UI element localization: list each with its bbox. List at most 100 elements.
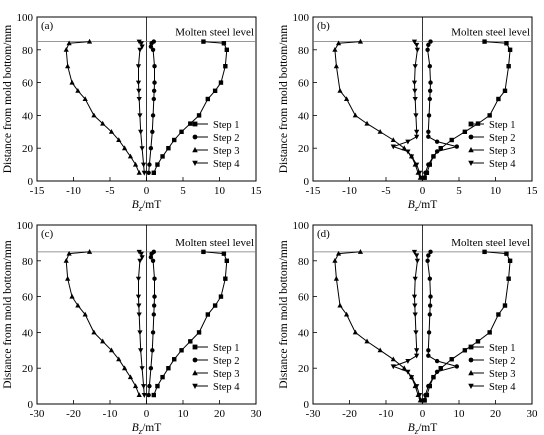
x-axis-title: Bz/mT [408, 199, 438, 213]
data-point [179, 129, 184, 134]
series-4 [135, 249, 147, 398]
data-point [139, 44, 145, 50]
data-point [332, 258, 338, 263]
y-tick-label: 60 [298, 78, 310, 90]
data-point [390, 356, 396, 362]
data-point [413, 113, 419, 119]
data-point [91, 112, 97, 118]
x-tick-label: 20 [214, 408, 226, 420]
series-line [391, 41, 422, 178]
data-point [223, 276, 228, 281]
x-axis-title-unit: /mT [142, 422, 161, 434]
data-point [405, 369, 411, 375]
data-point [414, 47, 420, 53]
data-point [160, 374, 165, 380]
y-tick-label: 20 [22, 363, 34, 375]
data-point [454, 364, 460, 369]
data-point [127, 153, 134, 159]
legend: Step 1 Step 2 Step 3 Step 4 [468, 120, 516, 170]
series-1 [151, 39, 229, 175]
x-tick-label: 30 [527, 408, 539, 420]
data-point [414, 162, 420, 168]
legend-label: Step 2 [489, 356, 516, 367]
data-point [416, 170, 423, 176]
data-point [426, 353, 431, 358]
series-4 [390, 39, 424, 181]
data-point [127, 374, 134, 380]
data-point [132, 161, 139, 167]
data-point [343, 311, 350, 317]
data-point [423, 392, 428, 398]
data-point [122, 365, 128, 371]
series-4 [135, 39, 147, 176]
data-point [140, 384, 147, 389]
legend-marker [468, 357, 474, 363]
y-tick-label: 60 [22, 78, 34, 90]
data-point [427, 88, 433, 94]
data-point [401, 365, 407, 371]
series-line [138, 251, 145, 396]
data-point [138, 348, 144, 354]
chart-panel-4: -30 -20 -10 0 10 20 30 0 20 40 60 80 100 (d) Molten st… [278, 220, 538, 435]
data-point [377, 129, 383, 134]
y-tick-label: 20 [22, 143, 34, 155]
data-point [411, 80, 418, 86]
legend-marker [192, 147, 198, 153]
data-point [431, 374, 436, 380]
y-tick-label: 20 [298, 363, 310, 375]
data-point [462, 129, 468, 134]
y-tick-label: 20 [298, 143, 310, 155]
y-tick-label: 80 [298, 45, 310, 57]
data-point [150, 330, 156, 335]
data-point [426, 330, 432, 335]
data-point [136, 170, 142, 175]
data-point [418, 175, 424, 181]
legend-label: Step 4 [213, 159, 240, 170]
data-point [116, 356, 122, 362]
x-tick-label: -5 [381, 185, 391, 197]
data-point [496, 312, 501, 317]
data-point [428, 249, 433, 255]
legend-label: Step 3 [213, 369, 240, 380]
data-point [148, 366, 154, 371]
y-tick-label: 40 [22, 327, 34, 339]
data-point [141, 393, 147, 398]
data-point [86, 249, 93, 254]
data-point [147, 162, 152, 167]
legend-item: Step 2 [468, 133, 516, 144]
panel-label: (d) [317, 228, 330, 240]
data-point [426, 162, 431, 167]
data-point [148, 44, 154, 49]
data-point [212, 88, 218, 93]
legend-item: Step 2 [468, 356, 516, 367]
data-point [482, 249, 487, 255]
data-point [82, 311, 88, 317]
data-point [411, 39, 418, 45]
data-point [82, 96, 88, 101]
molten-steel-level-label: Molten steel level [175, 237, 254, 249]
data-point [506, 276, 511, 281]
data-point [135, 64, 142, 69]
data-point [205, 312, 211, 317]
data-point [136, 39, 142, 45]
data-point [155, 383, 160, 389]
x-axis-title-unit: /mT [418, 422, 437, 434]
x-tick-label: 5 [456, 185, 462, 197]
series-line [138, 41, 145, 173]
x-axis-title: Bz/mT [408, 422, 438, 435]
y-tick-label: 80 [22, 45, 34, 57]
data-point [408, 375, 415, 380]
data-point [146, 170, 151, 175]
data-point [75, 302, 81, 308]
legend-label: Step 4 [489, 382, 516, 393]
y-tick-label: 60 [22, 292, 34, 304]
data-point [337, 302, 343, 308]
data-point [428, 39, 433, 44]
x-tick-label: -30 [306, 408, 321, 420]
data-point [502, 303, 508, 308]
y-tick-label: 80 [22, 256, 34, 268]
x-tick-label: 0 [420, 185, 426, 197]
data-point [487, 113, 492, 118]
data-point [412, 97, 418, 102]
panel-label: (b) [317, 20, 330, 32]
